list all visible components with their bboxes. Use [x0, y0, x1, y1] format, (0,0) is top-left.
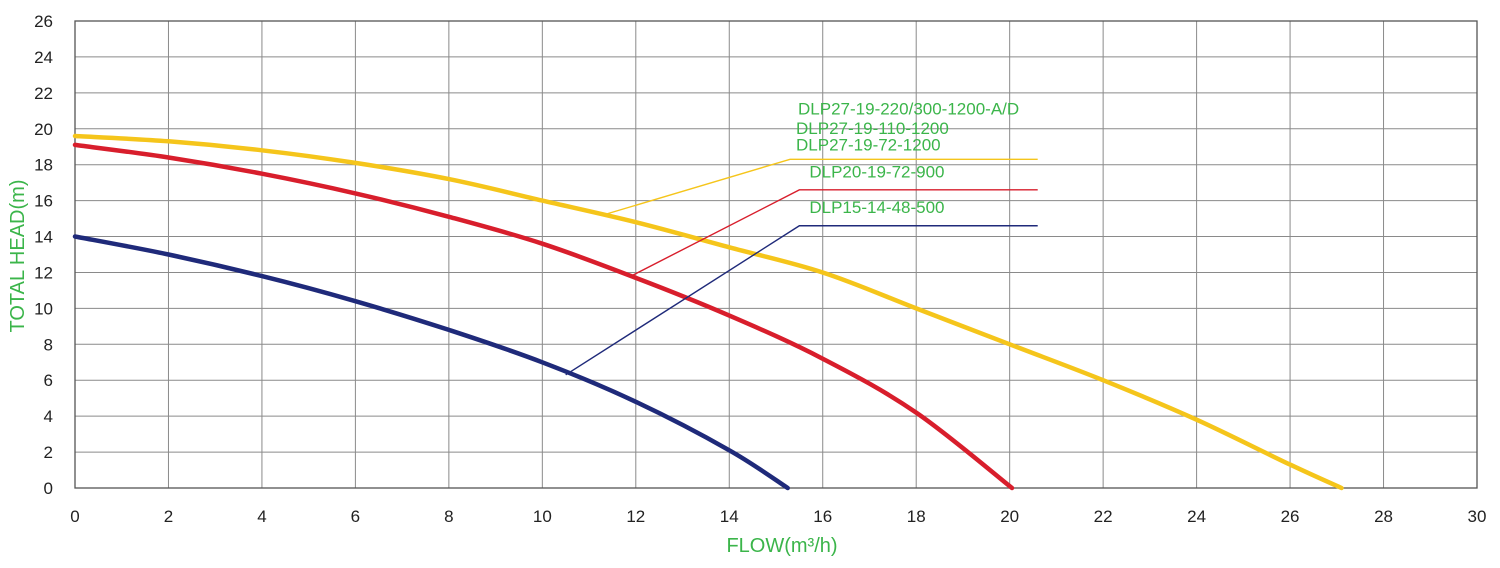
- curve-labels: DLP27-19-220/300-1200-A/DDLP27-19-110-12…: [565, 99, 1038, 376]
- curve-label: DLP20-19-72-900: [809, 162, 944, 181]
- x-tick-label: 24: [1187, 507, 1206, 526]
- series-line-0: [72, 133, 1344, 491]
- y-tick-label: 20: [34, 120, 53, 139]
- x-tick-label: 22: [1094, 507, 1113, 526]
- x-tick-label: 20: [1000, 507, 1019, 526]
- tick-labels: 0 2 4 6 8 10 12 14 16 18 20 22 24 26 28 300246810121416…: [34, 12, 1486, 526]
- y-tick-label: 14: [34, 228, 53, 247]
- x-tick-label: 12: [626, 507, 645, 526]
- y-tick-label: 0: [44, 479, 53, 498]
- performance-curves: [72, 133, 1344, 491]
- series-line-1: [72, 142, 1015, 491]
- x-tick-label: 28: [1374, 507, 1393, 526]
- y-tick-label: 18: [34, 156, 53, 175]
- x-tick-label: 30: [1468, 507, 1487, 526]
- curve-label: DLP27-19-220/300-1200-A/D: [798, 99, 1019, 118]
- grid: [74, 20, 1478, 489]
- y-tick-label: 8: [44, 335, 53, 354]
- curve-label: DLP27-19-72-1200: [796, 135, 941, 154]
- x-tick-label: 26: [1281, 507, 1300, 526]
- curve-label: DLP27-19-110-1200: [796, 119, 949, 138]
- y-tick-label: 4: [44, 407, 53, 426]
- y-tick-label: 10: [34, 299, 53, 318]
- x-tick-label: 8: [444, 507, 453, 526]
- x-tick-label: 0: [70, 507, 79, 526]
- plot-frame: [74, 20, 1478, 489]
- x-tick-label: 4: [257, 507, 266, 526]
- x-tick-label: 18: [907, 507, 926, 526]
- y-tick-label: 12: [34, 263, 53, 282]
- leader-line-0: [602, 158, 1038, 216]
- leader-line-1: [630, 189, 1038, 277]
- x-tick-label: 2: [164, 507, 173, 526]
- y-tick-label: 24: [34, 48, 53, 67]
- series-line-2: [72, 234, 790, 491]
- leader-line-2: [565, 225, 1038, 376]
- y-tick-label: 22: [34, 84, 53, 103]
- y-axis-title: TOTAL HEAD(m): [7, 180, 29, 333]
- y-tick-label: 2: [44, 443, 53, 462]
- x-tick-label: 16: [813, 507, 832, 526]
- curve-label: DLP15-14-48-500: [809, 198, 944, 217]
- x-tick-label: 14: [720, 507, 739, 526]
- x-tick-label: 10: [533, 507, 552, 526]
- x-axis-title: FLOW(m³/h): [726, 535, 837, 557]
- y-tick-label: 26: [34, 12, 53, 31]
- y-tick-label: 6: [44, 371, 53, 390]
- y-tick-label: 16: [34, 192, 53, 211]
- x-tick-label: 6: [351, 507, 360, 526]
